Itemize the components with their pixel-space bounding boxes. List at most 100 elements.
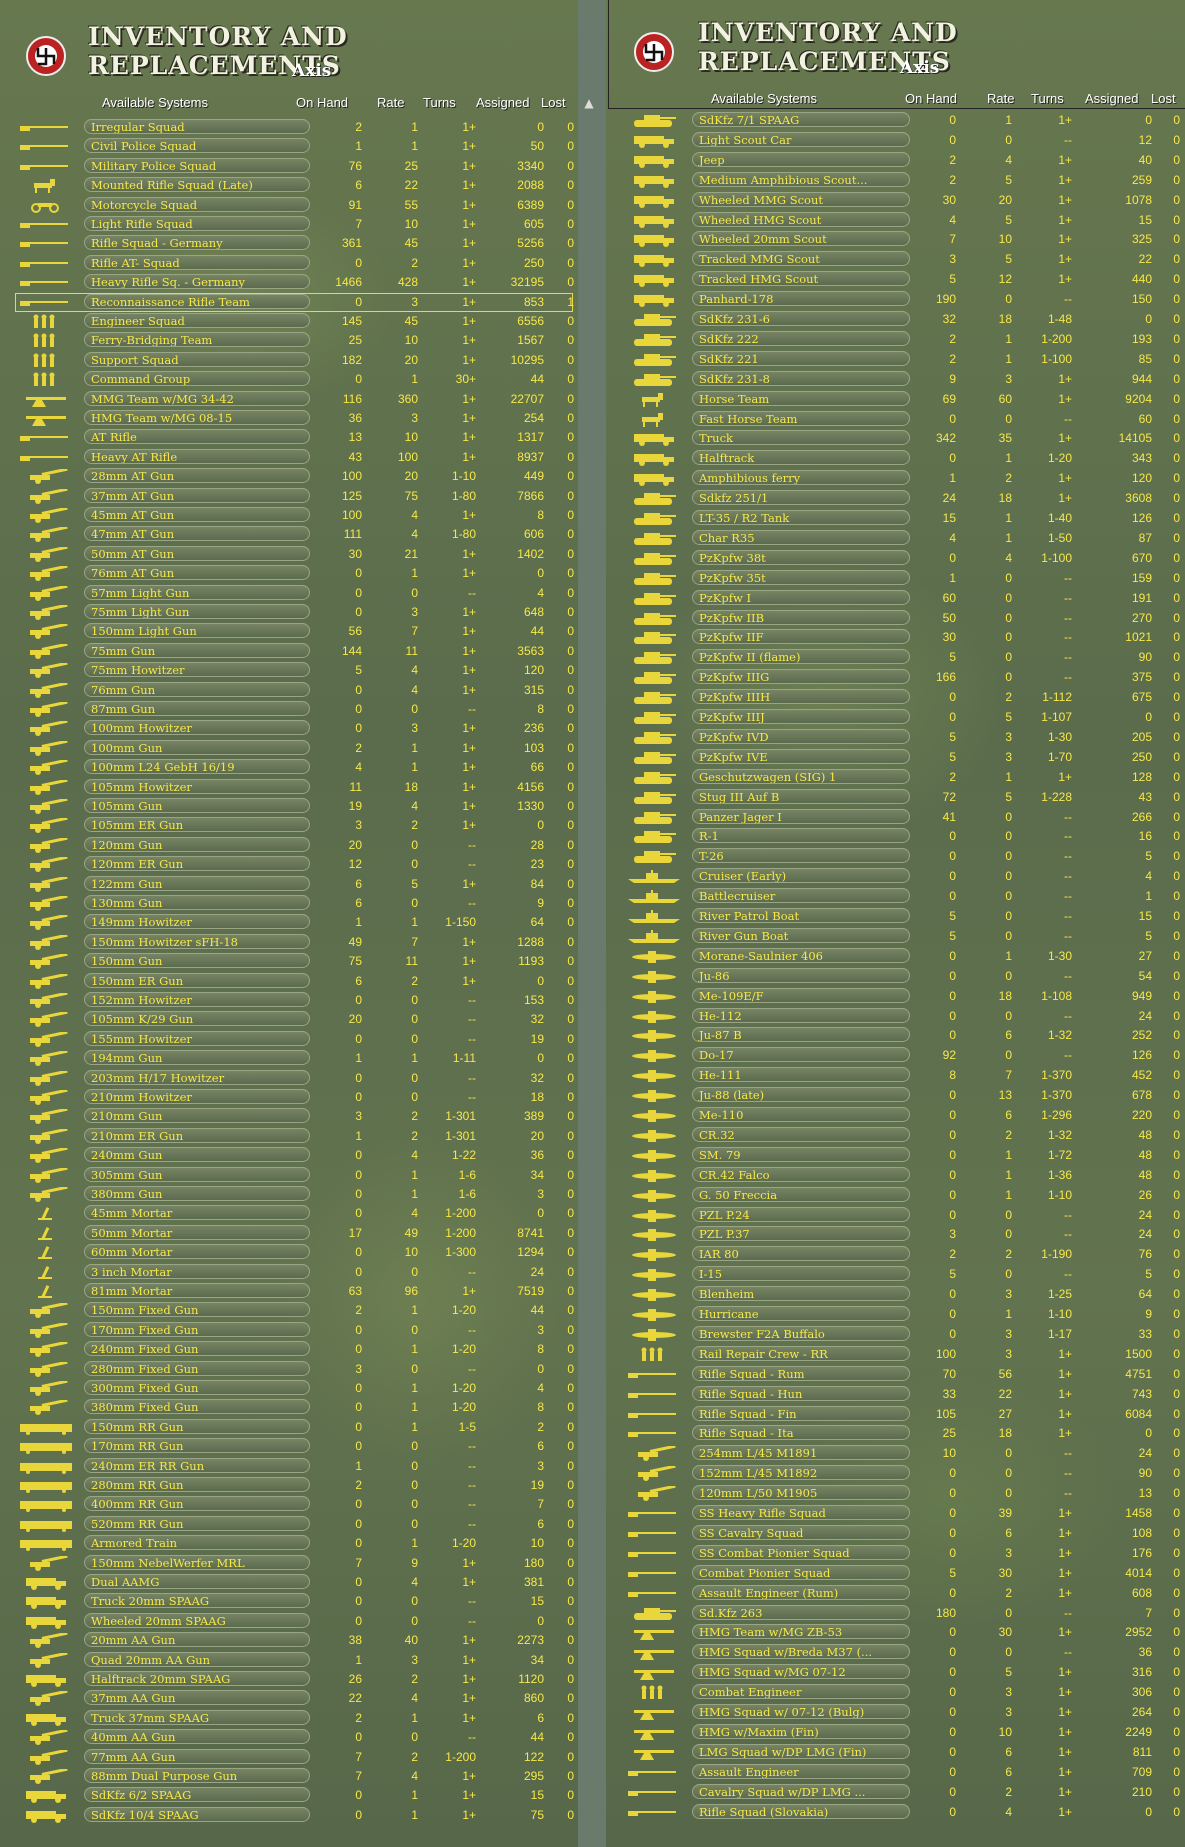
table-row[interactable]: Geschutzwagen (SIG) 1 2 1 1+ 128 0	[624, 768, 1180, 786]
table-row[interactable]: Sd.Kfz 263 180 0 -- 7 0	[624, 1604, 1180, 1622]
table-row[interactable]: 150mm ER Gun 6 2 1+ 0 0	[16, 972, 574, 990]
table-row[interactable]: 50mm Mortar 17 49 1-200 8741 0	[16, 1224, 574, 1242]
table-row[interactable]: Rifle Squad - Rum 70 56 1+ 4751 0	[624, 1365, 1180, 1383]
table-row[interactable]: PzKpfw IVE 5 3 1-70 250 0	[624, 748, 1180, 766]
table-row[interactable]: 75mm Gun 144 11 1+ 3563 0	[16, 642, 574, 660]
table-row[interactable]: Wheeled HMG Scout 4 5 1+ 15 0	[624, 211, 1180, 229]
table-row[interactable]: HMG Team w/MG ZB-53 0 30 1+ 2952 0	[624, 1624, 1180, 1641]
table-row[interactable]: Tracked HMG Scout 5 12 1+ 440 0	[624, 271, 1180, 288]
table-row[interactable]: Support Squad 182 20 1+ 10295 0	[16, 351, 574, 369]
table-row[interactable]: 45mm AT Gun 100 4 1+ 8 0	[16, 506, 574, 524]
table-row[interactable]: Battlecruiser 0 0 -- 1 0	[624, 888, 1180, 905]
table-row[interactable]: Rail Repair Crew - RR 100 3 1+ 1500 0	[624, 1345, 1180, 1363]
table-row[interactable]: Rifle Squad - Fin 105 27 1+ 6084 0	[624, 1405, 1180, 1423]
table-row[interactable]: River Patrol Boat 5 0 -- 15 0	[624, 908, 1180, 925]
table-row[interactable]: Dual AAMG 0 4 1+ 381 0	[16, 1574, 574, 1591]
table-row[interactable]: CR.32 0 2 1-32 48 0	[624, 1126, 1180, 1144]
table-row[interactable]: Combat Pionier Squad 5 30 1+ 4014 0	[624, 1564, 1180, 1582]
table-row[interactable]: Military Police Squad 76 25 1+ 3340 0	[16, 157, 574, 175]
table-row[interactable]: 194mm Gun 1 1 1-11 0 0	[16, 1049, 574, 1067]
table-row[interactable]: 150mm Light Gun 56 7 1+ 44 0	[16, 623, 574, 640]
table-row[interactable]: 150mm NebelWerfer MRL 7 9 1+ 180 0	[16, 1554, 574, 1572]
table-row[interactable]: He-111 8 7 1-370 452 0	[624, 1067, 1180, 1084]
table-row[interactable]: Quad 20mm AA Gun 1 3 1+ 34 0	[16, 1651, 574, 1669]
table-row[interactable]: Blenheim 0 3 1-25 64 0	[624, 1286, 1180, 1303]
table-row[interactable]: 105mm ER Gun 3 2 1+ 0 0	[16, 817, 574, 834]
table-row[interactable]: SdKfz 7/1 SPAAG 0 1 1+ 0 0	[624, 112, 1180, 129]
table-row[interactable]: Heavy Rifle Sq. - Germany 1466 428 1+ 32195 0	[16, 274, 574, 291]
table-row[interactable]: SdKfz 231-8 9 3 1+ 944 0	[624, 370, 1180, 388]
col-header-rate[interactable]: Rate	[987, 91, 1015, 106]
table-row[interactable]: SdKfz 6/2 SPAAG 0 1 1+ 15 0	[16, 1787, 574, 1804]
table-row[interactable]: Rifle Squad - Germany 361 45 1+ 5256 0	[16, 235, 574, 252]
table-row[interactable]: 87mm Gun 0 0 -- 8 0	[16, 700, 574, 718]
table-row[interactable]: Armored Train 0 1 1-20 10 0	[16, 1535, 574, 1552]
table-row[interactable]: Reconnaissance Rifle Team 0 3 1+ 853 1	[15, 292, 574, 312]
table-row[interactable]: SdKfz 222 2 1 1-200 193 0	[624, 330, 1180, 348]
table-row[interactable]: 155mm Howitzer 0 0 -- 19 0	[16, 1030, 574, 1048]
table-row[interactable]: 3 inch Mortar 0 0 -- 24 0	[16, 1263, 574, 1281]
table-row[interactable]: 88mm Dual Purpose Gun 7 4 1+ 295 0	[16, 1767, 574, 1785]
table-row[interactable]: 105mm Gun 19 4 1+ 1330 0	[16, 797, 574, 815]
table-row[interactable]: 152mm L/45 M1892 0 0 -- 90 0	[624, 1464, 1180, 1482]
table-row[interactable]: PzKpfw 38t 0 4 1-100 670 0	[624, 549, 1180, 567]
table-row[interactable]: PzKpfw IIIJ 0 5 1-107 0 0	[624, 709, 1180, 726]
table-row[interactable]: 210mm Howitzer 0 0 -- 18 0	[16, 1088, 574, 1106]
table-row[interactable]: 28mm AT Gun 100 20 1-10 449 0	[16, 467, 574, 485]
table-row[interactable]: 400mm RR Gun 0 0 -- 7 0	[16, 1496, 574, 1513]
table-row[interactable]: 60mm Mortar 0 10 1-300 1294 0	[16, 1244, 574, 1261]
table-row[interactable]: 380mm Gun 0 1 1-6 3 0	[16, 1185, 574, 1203]
table-row[interactable]: 254mm L/45 M1891 10 0 -- 24 0	[624, 1444, 1180, 1462]
table-row[interactable]: Ju-86 0 0 -- 54 0	[624, 967, 1180, 985]
table-row[interactable]: PzKpfw IIF 30 0 -- 1021 0	[624, 629, 1180, 646]
table-row[interactable]: PZL P.37 3 0 -- 24 0	[624, 1226, 1180, 1243]
table-row[interactable]: T-26 0 0 -- 5 0	[624, 848, 1180, 865]
table-row[interactable]: 120mm Gun 20 0 -- 28 0	[16, 836, 574, 854]
table-row[interactable]: 170mm RR Gun 0 0 -- 6 0	[16, 1438, 574, 1455]
table-row[interactable]: LT-35 / R2 Tank 15 1 1-40 126 0	[624, 510, 1180, 527]
table-row[interactable]: 122mm Gun 6 5 1+ 84 0	[16, 875, 574, 893]
col-header-lost[interactable]: Lost	[541, 95, 566, 110]
table-row[interactable]: 210mm Gun 3 2 1-301 389 0	[16, 1108, 574, 1125]
table-row[interactable]: SM. 79 0 1 1-72 48 0	[624, 1146, 1180, 1164]
table-row[interactable]: Medium Amphibious Scout... 2 5 1+ 259 0	[624, 171, 1180, 189]
table-row[interactable]: Do-17 92 0 -- 126 0	[624, 1047, 1180, 1064]
table-row[interactable]: PzKpfw I 60 0 -- 191 0	[624, 589, 1180, 607]
table-row[interactable]: 77mm AA Gun 7 2 1-200 122 0	[16, 1748, 574, 1766]
table-row[interactable]: 240mm ER RR Gun 1 0 -- 3 0	[16, 1457, 574, 1475]
table-row[interactable]: Rifle AT- Squad 0 2 1+ 250 0	[16, 254, 574, 272]
table-row[interactable]: 100mm Howitzer 0 3 1+ 236 0	[16, 720, 574, 737]
col-header-onhand[interactable]: On Hand	[905, 91, 958, 106]
table-row[interactable]: Cavalry Squad w/DP LMG ... 0 2 1+ 210 0	[624, 1783, 1180, 1801]
table-row[interactable]: 45mm Mortar 0 4 1-200 0 0	[16, 1205, 574, 1222]
table-row[interactable]: Mounted Rifle Squad (Late) 6 22 1+ 2088 0	[16, 177, 574, 194]
table-row[interactable]: 150mm RR Gun 0 1 1-5 2 0	[16, 1418, 574, 1436]
table-row[interactable]: 210mm ER Gun 1 2 1-301 20 0	[16, 1127, 574, 1145]
table-row[interactable]: PzKpfw IIB 50 0 -- 270 0	[624, 609, 1180, 627]
table-row[interactable]: River Gun Boat 5 0 -- 5 0	[624, 927, 1180, 945]
table-row[interactable]: 520mm RR Gun 0 0 -- 6 0	[16, 1515, 574, 1533]
table-row[interactable]: 149mm Howitzer 1 1 1-150 64 0	[16, 914, 574, 931]
table-row[interactable]: Jeep 2 4 1+ 40 0	[624, 151, 1180, 169]
table-row[interactable]: Stug III Auf B 72 5 1-228 43 0	[624, 788, 1180, 806]
col-header-rate[interactable]: Rate	[377, 95, 405, 110]
table-row[interactable]: Wheeled 20mm Scout 7 10 1+ 325 0	[624, 231, 1180, 248]
table-row[interactable]: 105mm K/29 Gun 20 0 -- 32 0	[16, 1011, 574, 1028]
table-row[interactable]: SS Heavy Rifle Squad 0 39 1+ 1458 0	[624, 1505, 1180, 1522]
table-row[interactable]: Wheeled 20mm SPAAG 0 0 -- 0 0	[16, 1612, 574, 1630]
table-row[interactable]: 130mm Gun 6 0 -- 9 0	[16, 894, 574, 912]
table-row[interactable]: Sdkfz 251/1 24 18 1+ 3608 0	[624, 490, 1180, 507]
table-row[interactable]: Light Scout Car 0 0 -- 12 0	[624, 131, 1180, 149]
col-header-systems[interactable]: Available Systems	[711, 91, 817, 106]
table-row[interactable]: Heavy AT Rifle 43 100 1+ 8937 0	[16, 448, 574, 466]
table-row[interactable]: 105mm Howitzer 11 18 1+ 4156 0	[16, 778, 574, 796]
table-row[interactable]: 20mm AA Gun 38 40 1+ 2273 0	[16, 1631, 574, 1649]
table-row[interactable]: Irregular Squad 2 1 1+ 0 0	[16, 119, 574, 136]
col-header-assigned[interactable]: Assigned	[476, 95, 530, 110]
table-row[interactable]: Horse Team 69 60 1+ 9204 0	[624, 390, 1180, 408]
table-row[interactable]: SdKfz 10/4 SPAAG 0 1 1+ 75 0	[16, 1806, 574, 1824]
table-row[interactable]: 120mm L/50 M1905 0 0 -- 13 0	[624, 1484, 1180, 1502]
table-row[interactable]: Cruiser (Early) 0 0 -- 4 0	[624, 868, 1180, 885]
table-row[interactable]: Halftrack 20mm SPAAG 26 2 1+ 1120 0	[16, 1671, 574, 1688]
table-row[interactable]: 170mm Fixed Gun 0 0 -- 3 0	[16, 1321, 574, 1339]
